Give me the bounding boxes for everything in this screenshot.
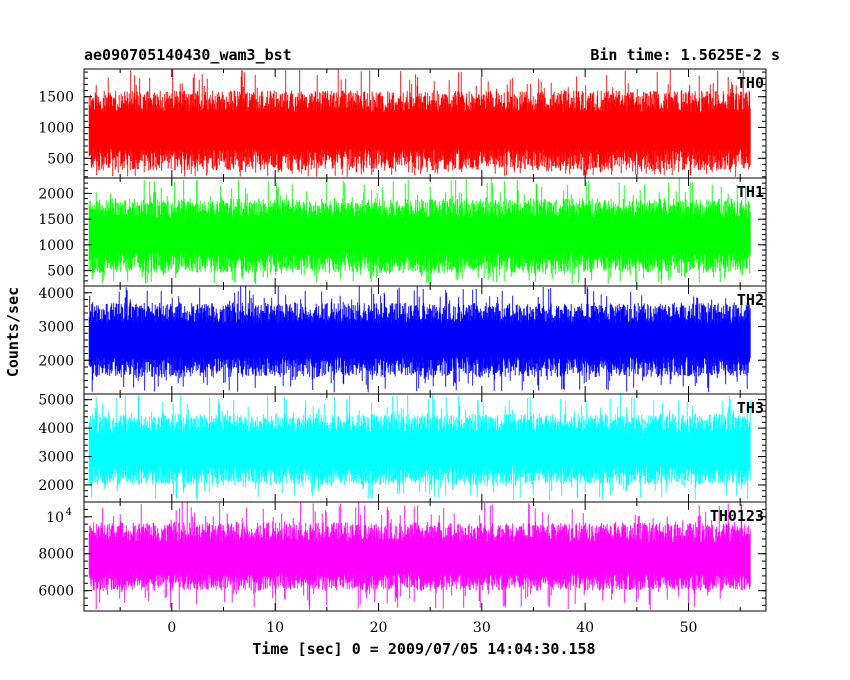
panel-th2: 2000 3000 4000 TH2 <box>38 285 767 395</box>
panel-label-th2: TH2 <box>737 291 764 309</box>
panel-th1: 500 1000 1500 2000 TH1 <box>38 177 767 287</box>
series-th2 <box>88 286 751 393</box>
y-axis-label: Counts/sec <box>4 287 22 377</box>
y-tick-label: 3000 <box>38 320 74 336</box>
panel-label-th0123: TH0123 <box>710 507 764 525</box>
panel-label-th0: TH0 <box>737 74 764 92</box>
y-tick-label: 1500 <box>38 90 74 106</box>
chart-title: ae090705140430_wam3_bst <box>84 46 292 64</box>
y-tick-label: 3000 <box>38 450 74 466</box>
series-th0 <box>88 69 751 177</box>
x-tick-label: 50 <box>680 620 698 636</box>
panel-th3: 2000 3000 4000 5000 TH3 <box>38 393 767 503</box>
x-axis-label: Time [sec] 0 = 2009/07/05 14:04:30.158 <box>252 640 595 658</box>
y-tick-label: 500 <box>47 151 74 167</box>
y-tick-label: 4000 <box>38 286 74 302</box>
y-tick-label: 8000 <box>38 547 74 563</box>
y-tick-label: 1500 <box>38 212 74 228</box>
y-tick-label-10-exp: 4 <box>66 507 72 518</box>
x-tick-label: 10 <box>266 620 284 636</box>
panel-th0: 500 1000 1500 TH0 <box>38 68 767 179</box>
panel-label-th1: TH1 <box>737 183 764 201</box>
series-th3 <box>88 394 751 501</box>
bin-time-label: Bin time: 1.5625E-2 s <box>590 46 780 64</box>
y-tick-label: 4000 <box>38 421 74 437</box>
panel-label-th3: TH3 <box>737 399 764 417</box>
y-tick-label-10-base: 10 <box>46 510 64 526</box>
y-tick-label: 2000 <box>38 478 74 494</box>
y-tick-label: 6000 <box>38 584 74 600</box>
series-th1 <box>88 178 751 285</box>
y-tick-label: 500 <box>47 264 74 280</box>
y-tick-label: 2000 <box>38 353 74 369</box>
x-tick-label: 0 <box>167 620 176 636</box>
x-tick-label: 40 <box>576 620 594 636</box>
x-tick-label: 30 <box>473 620 491 636</box>
x-axis: 0 10 20 30 40 50 <box>167 620 697 636</box>
y-tick-label: 5000 <box>38 393 74 409</box>
y-tick-label: 1000 <box>38 238 74 254</box>
y-tick-label: 1000 <box>38 121 74 137</box>
panels-group: 500 1000 1500 TH0 500 1000 1500 2000 TH1 2000 3000… <box>38 68 767 612</box>
x-tick-label: 20 <box>370 620 388 636</box>
panel-frame <box>83 501 767 612</box>
panel-th0123: 6000 8000 10 4 TH0123 <box>38 501 767 612</box>
y-tick-label: 2000 <box>38 186 74 202</box>
series-th0123 <box>88 502 751 611</box>
